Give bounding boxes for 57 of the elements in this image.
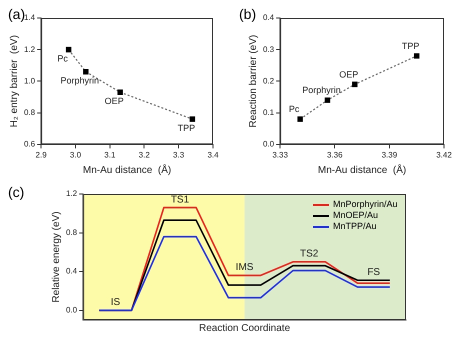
y-tick-label: 1.2 xyxy=(66,189,78,198)
point xyxy=(297,116,303,122)
chart-title: (c) xyxy=(8,184,24,200)
annotation: FS xyxy=(367,267,380,278)
point xyxy=(117,90,123,95)
annotation: IMS xyxy=(236,262,254,274)
annotation: Pc xyxy=(288,104,300,114)
y-axis-title: H₂ entry barrier (eV) xyxy=(8,35,20,128)
annotation: TPP xyxy=(402,40,420,51)
legend-label: MnOEP/Au xyxy=(333,210,378,221)
y-tick-label: 0.0 xyxy=(262,140,275,149)
y-tick-label: 0.2 xyxy=(262,76,275,86)
x-tick-label: 3.42 xyxy=(436,150,452,160)
annotation: Porphyrin xyxy=(60,76,100,86)
point xyxy=(190,116,196,122)
x-tick-label: 3.3 xyxy=(173,150,185,160)
y-tick-label: 0.0 xyxy=(66,306,78,315)
y-axis-title: Relative energy (eV) xyxy=(50,211,62,303)
annotation: TPP xyxy=(178,123,196,134)
y-axis-title: Reaction barrier (eV) xyxy=(248,34,259,128)
annotation: IS xyxy=(110,297,120,308)
x-tick-label: 3.4 xyxy=(207,150,220,160)
annotation: TS1 xyxy=(170,194,190,206)
annotation: OEP xyxy=(104,96,124,106)
y-tick-label: 1.4 xyxy=(24,13,36,22)
chart-title: (b) xyxy=(239,6,256,22)
x-tick-label: 3.36 xyxy=(326,150,344,160)
point xyxy=(414,53,420,59)
y-tick-label: 0.1 xyxy=(262,108,275,118)
x-axis-title: Mn-Au distance (Å) xyxy=(318,164,406,176)
point xyxy=(324,97,330,103)
x-tick-label: 3.0 xyxy=(70,150,82,160)
annotation: TS2 xyxy=(300,248,319,260)
y-tick-label: 0.4 xyxy=(66,266,78,276)
x-tick-label: 3.39 xyxy=(382,150,398,160)
point xyxy=(66,46,72,52)
x-axis-title: Mn-Au distance (Å) xyxy=(82,164,172,176)
y-tick-label: 1.0 xyxy=(24,76,36,86)
legend-label: MnTPP/Au xyxy=(333,221,377,232)
x-tick-label: 2.9 xyxy=(36,150,48,160)
annotation: Porphyrin xyxy=(302,85,341,96)
legend-label: MnPorphyrin/Au xyxy=(333,199,398,210)
y-tick-label: 0.6 xyxy=(24,140,36,149)
annotation: Pc xyxy=(57,54,68,64)
y-tick-label: 0.8 xyxy=(66,228,78,237)
y-tick-label: 1.2 xyxy=(24,44,36,54)
y-tick-label: 0.8 xyxy=(24,108,36,118)
x-axis-title: Reaction Coordinate xyxy=(198,322,291,334)
y-tick-label: 0.3 xyxy=(262,44,275,54)
x-tick-label: 3.2 xyxy=(138,150,150,160)
x-tick-label: 3.33 xyxy=(272,150,288,160)
point xyxy=(352,82,358,88)
point xyxy=(83,69,89,74)
annotation: OEP xyxy=(339,69,358,80)
y-tick-label: 0.4 xyxy=(262,13,275,22)
chart-title: (a) xyxy=(8,6,26,22)
x-tick-label: 3.1 xyxy=(104,150,116,160)
